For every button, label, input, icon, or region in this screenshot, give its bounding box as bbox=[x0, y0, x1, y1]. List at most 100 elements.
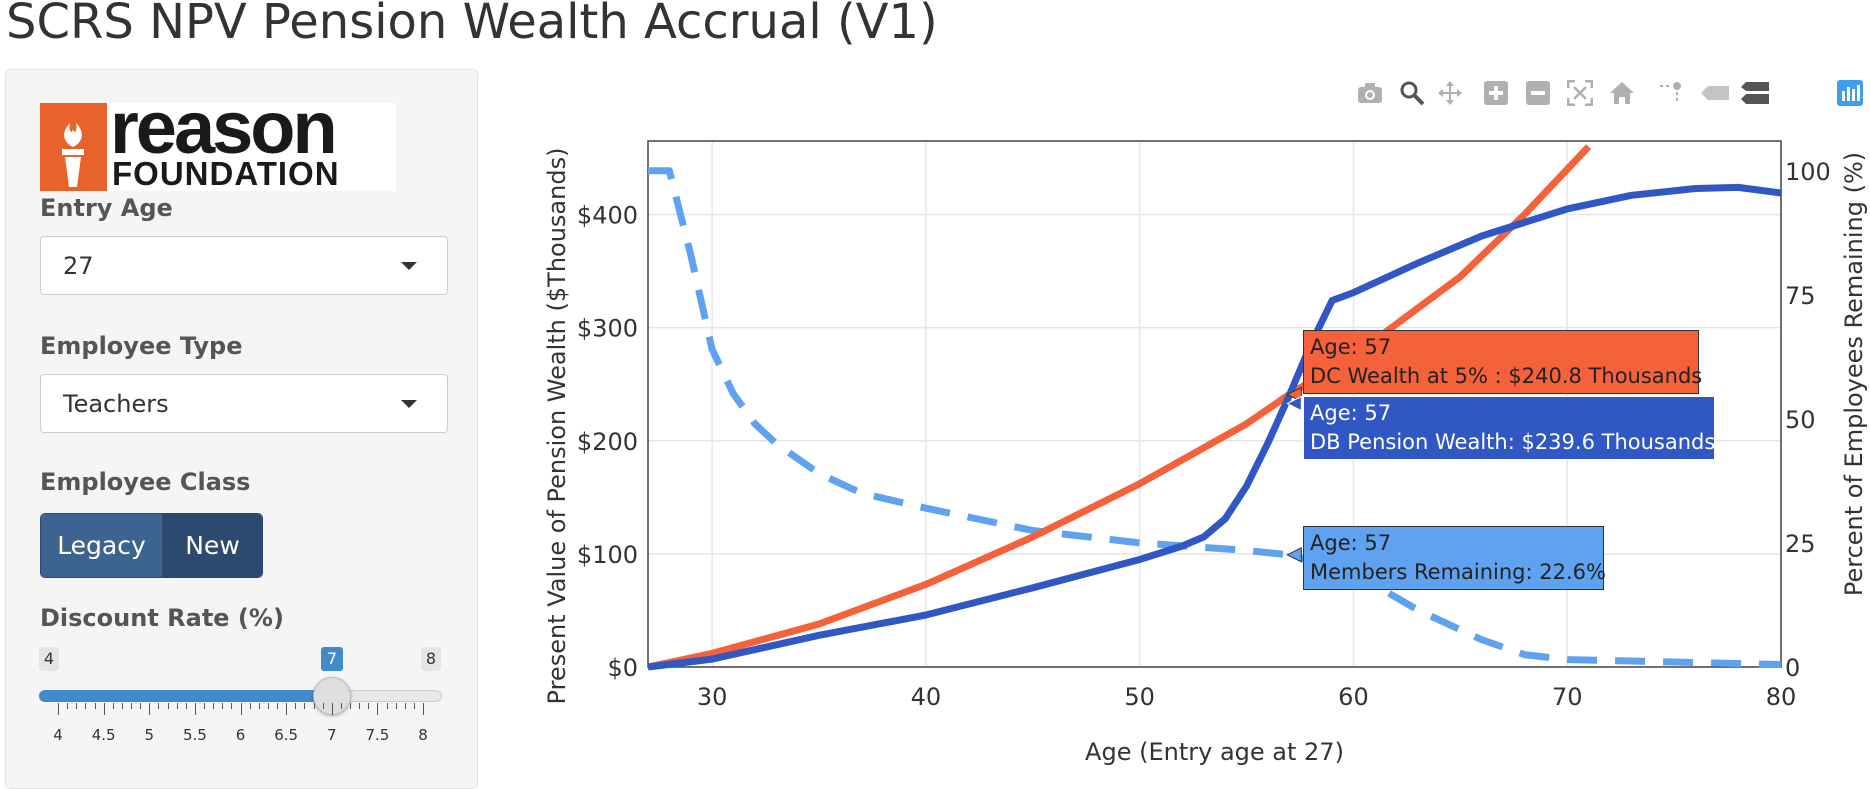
chart-series bbox=[647, 144, 1782, 671]
slider-minor-tick bbox=[76, 703, 78, 709]
slider-minor-tick bbox=[231, 703, 233, 709]
x-axis-label: Age (Entry age at 27) bbox=[1085, 738, 1344, 766]
db-hover-tooltip: Age: 57 DB Pension Wealth: $239.6 Thousa… bbox=[1303, 396, 1715, 460]
y2-tick-label: 100 bbox=[1785, 158, 1831, 186]
zoom-in-icon[interactable] bbox=[1481, 78, 1511, 108]
chevron-down-icon bbox=[401, 262, 417, 270]
x-tick-label: 40 bbox=[911, 683, 942, 711]
spike-lines-icon[interactable] bbox=[1655, 78, 1685, 108]
hover-closest-icon[interactable] bbox=[1700, 78, 1730, 108]
tooltip-line: Age: 57 bbox=[1310, 531, 1392, 555]
y2-tick-label: 75 bbox=[1785, 282, 1816, 310]
slider-minor-tick bbox=[404, 703, 406, 709]
slider-minor-tick bbox=[249, 703, 251, 709]
dc-series-line bbox=[647, 144, 1592, 671]
slider-minor-tick bbox=[85, 703, 87, 709]
slider-minor-tick bbox=[322, 703, 324, 709]
employee-type-label: Employee Type bbox=[40, 332, 243, 360]
tooltip-pointer bbox=[1286, 547, 1302, 563]
y-tick-label: $300 bbox=[577, 315, 638, 343]
slider-tick bbox=[194, 703, 196, 715]
slider-tick-label: 6 bbox=[235, 726, 246, 744]
pan-icon[interactable] bbox=[1435, 78, 1465, 108]
slider-minor-tick bbox=[185, 703, 187, 709]
x-tick-label: 60 bbox=[1338, 683, 1369, 711]
tooltip-pointers bbox=[1286, 386, 1302, 563]
hover-compare-icon[interactable] bbox=[1740, 78, 1770, 108]
slider-tick-label: 4 bbox=[53, 726, 63, 744]
torch-icon bbox=[40, 103, 107, 191]
plotly-logo-icon[interactable] bbox=[1835, 78, 1865, 108]
entry-age-value: 27 bbox=[63, 252, 94, 280]
pension-wealth-chart[interactable]: 30 40 50 60 70 80$0$100$200$300$4000255075100… bbox=[0, 0, 1870, 771]
tooltip-line: DB Pension Wealth: $239.6 Thousands bbox=[1310, 430, 1716, 454]
slider-minor-tick bbox=[204, 703, 205, 709]
slider-min-label: 4 bbox=[39, 647, 59, 671]
slider-tick-label: 7.5 bbox=[365, 726, 390, 744]
slider-minor-tick bbox=[112, 703, 114, 709]
zoom-out-icon[interactable] bbox=[1523, 78, 1553, 108]
x-tick-label: 80 bbox=[1766, 683, 1797, 711]
y-axis-label: Present Value of Pension Wealth ($Thousa… bbox=[543, 148, 571, 705]
slider-tick-label: 5 bbox=[144, 726, 155, 744]
slider-minor-tick bbox=[121, 703, 123, 709]
slider-tick bbox=[149, 703, 151, 715]
y-tick-label: $0 bbox=[607, 654, 638, 682]
slider-minor-tick bbox=[131, 703, 132, 709]
slider-tick-label: 5.5 bbox=[182, 726, 207, 744]
slider-tick bbox=[286, 703, 288, 715]
slider-minor-tick bbox=[340, 703, 342, 709]
employee-type-value: Teachers bbox=[63, 390, 169, 418]
page-title: SCRS NPV Pension Wealth Accrual (V1) bbox=[6, 0, 938, 50]
members-hover-tooltip: Age: 57 Members Remaining: 22.6% bbox=[1303, 526, 1606, 590]
y2-tick-label: 0 bbox=[1785, 654, 1800, 682]
reset-axes-icon[interactable] bbox=[1607, 78, 1637, 108]
slider-minor-tick bbox=[359, 703, 361, 709]
class-new-button[interactable]: New bbox=[162, 514, 262, 577]
reason-foundation-logo: reason FOUNDATION bbox=[40, 86, 396, 192]
slider-tick bbox=[331, 703, 333, 715]
y2-axis-label: Percent of Employees Remaining (%) bbox=[1840, 152, 1868, 596]
slider-tick bbox=[103, 703, 105, 715]
y2-tick-label: 50 bbox=[1785, 406, 1816, 434]
y2-tick-label: 25 bbox=[1785, 530, 1816, 558]
y-tick-label: $200 bbox=[577, 428, 638, 456]
tooltip-pointer bbox=[1286, 395, 1302, 412]
y-tick-label: $100 bbox=[577, 541, 638, 569]
discount-rate-label: Discount Rate (%) bbox=[40, 604, 284, 632]
entry-age-select[interactable]: 27 bbox=[40, 236, 448, 295]
slider-minor-tick bbox=[140, 703, 142, 709]
slider-minor-tick bbox=[295, 703, 297, 709]
slider-minor-tick bbox=[222, 703, 224, 709]
employee-type-select[interactable]: Teachers bbox=[40, 374, 448, 433]
employee-class-toggle: Legacy New bbox=[40, 513, 263, 578]
slider-tick-label: 4.5 bbox=[91, 726, 116, 744]
members-series-line bbox=[648, 167, 1782, 668]
slider-minor-tick bbox=[267, 703, 269, 709]
sidebar: reason FOUNDATION Entry Age 27 Employee … bbox=[5, 69, 478, 789]
chevron-down-icon bbox=[401, 400, 417, 408]
db-series-line bbox=[647, 183, 1782, 671]
discount-rate-slider-fill bbox=[39, 690, 332, 702]
slider-tick bbox=[423, 703, 424, 715]
autoscale-icon[interactable] bbox=[1565, 78, 1595, 108]
slider-minor-tick bbox=[386, 703, 388, 709]
tooltip-line: Age: 57 bbox=[1310, 335, 1392, 359]
plot-area-frame bbox=[647, 140, 1782, 668]
slider-minor-tick bbox=[213, 703, 215, 709]
slider-minor-tick bbox=[304, 703, 306, 709]
x-tick-label: 30 bbox=[697, 683, 728, 711]
entry-age-label: Entry Age bbox=[40, 194, 173, 222]
tooltip-line: DC Wealth at 5% : $240.8 Thousands bbox=[1310, 364, 1703, 388]
slider-minor-tick bbox=[395, 703, 397, 709]
x-tick-label: 70 bbox=[1552, 683, 1583, 711]
slider-minor-tick bbox=[167, 703, 169, 709]
slider-value-label: 7 bbox=[321, 647, 343, 671]
slider-minor-tick bbox=[258, 703, 260, 709]
slider-tick-label: 8 bbox=[418, 726, 428, 744]
slider-tick bbox=[240, 703, 242, 715]
zoom-icon[interactable] bbox=[1397, 78, 1427, 108]
camera-icon[interactable] bbox=[1355, 78, 1385, 108]
slider-minor-tick bbox=[94, 703, 96, 709]
class-legacy-button[interactable]: Legacy bbox=[41, 514, 162, 577]
